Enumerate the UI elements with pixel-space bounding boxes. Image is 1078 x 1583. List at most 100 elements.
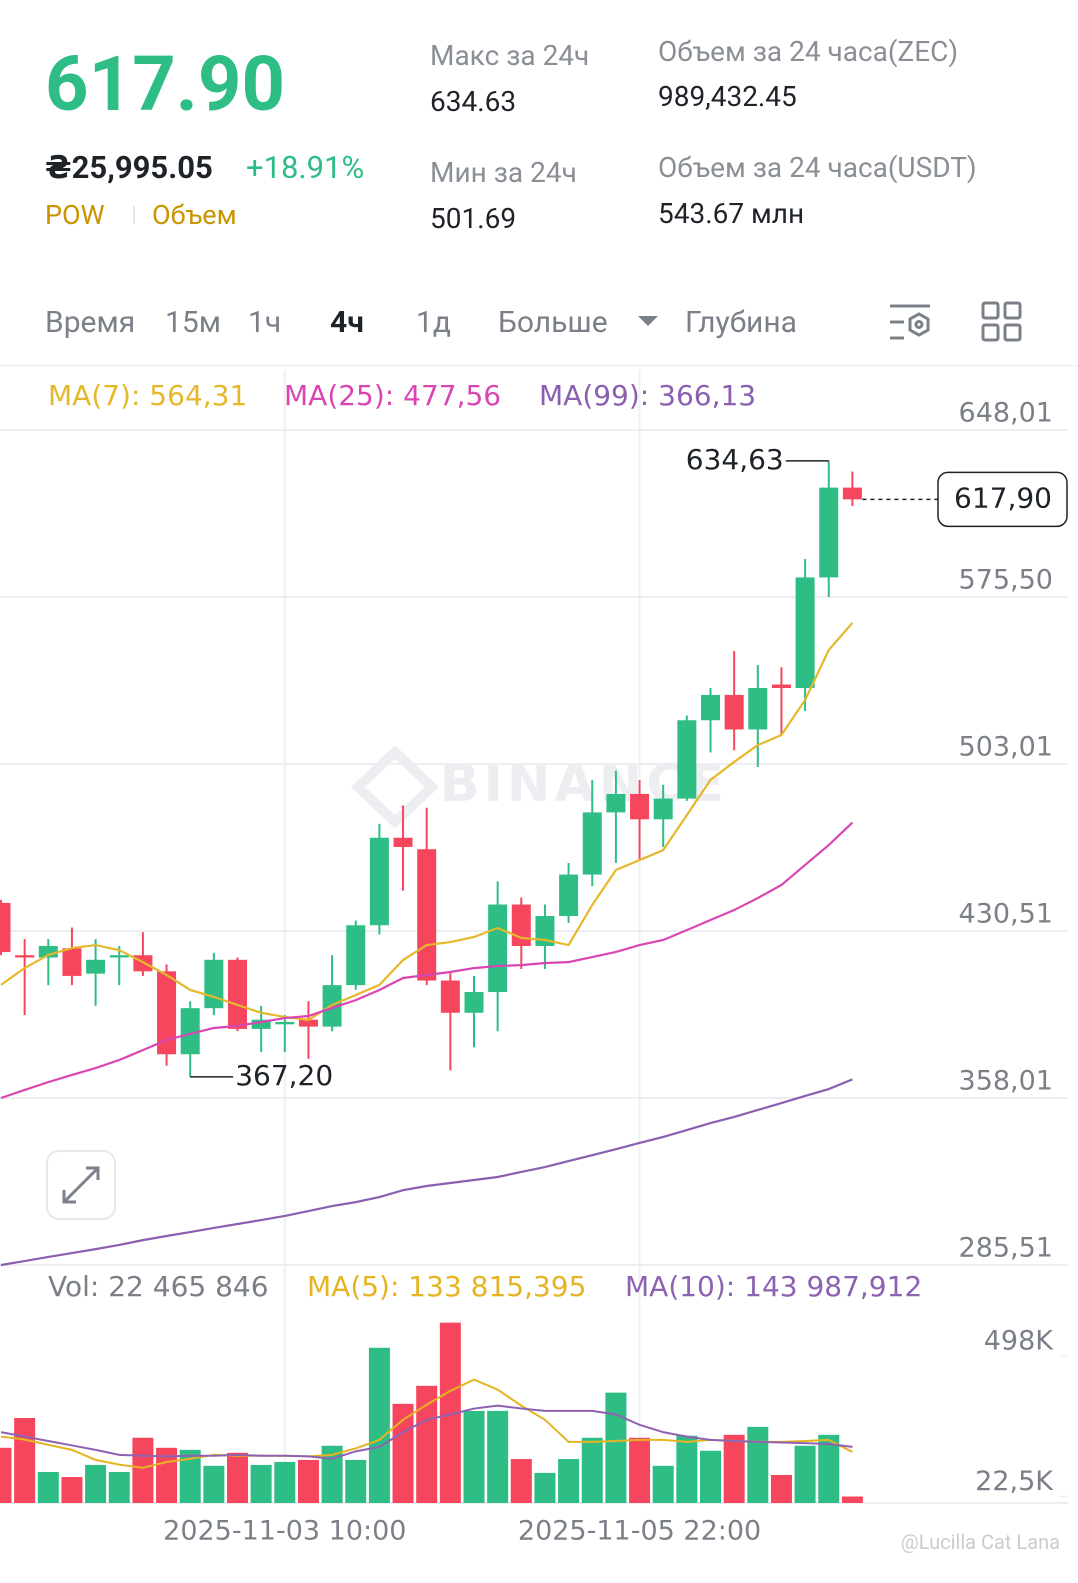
volume-title: Vol: 22 465 846 — [48, 1270, 269, 1303]
last-price: 617.90 — [45, 39, 286, 129]
stat-label: Макс за 24ч — [430, 39, 590, 72]
annotation-label: 634,63 — [686, 443, 784, 476]
y-tick-label: 285,51 — [959, 1232, 1053, 1263]
volume-bar — [250, 1464, 272, 1503]
candle-body — [204, 959, 224, 1009]
volume-bar — [605, 1392, 627, 1503]
volume-bar — [487, 1410, 509, 1503]
stat-label: Объем за 24 часа(USDT) — [658, 151, 977, 184]
stat-label: Мин за 24ч — [430, 156, 577, 189]
tab[interactable]: 1ч — [248, 305, 282, 340]
y-tick-label: 503,01 — [959, 731, 1053, 762]
y-tick-label: 648,01 — [959, 398, 1053, 429]
volume-bar — [770, 1474, 792, 1503]
candle-body — [819, 487, 839, 578]
candle-body — [771, 684, 791, 689]
candle-body — [724, 694, 744, 730]
volume-bar — [37, 1472, 59, 1503]
tab[interactable]: 4ч — [330, 305, 364, 340]
candle-body — [62, 948, 82, 976]
candle-body — [369, 837, 389, 926]
candle-body — [464, 992, 484, 1013]
candle-body — [795, 577, 815, 689]
layout-icon[interactable] — [980, 300, 1024, 344]
tag[interactable]: POW — [45, 199, 105, 231]
legend-entry: MA(25): 477,56 — [284, 379, 501, 412]
ma-line — [0, 821, 854, 1100]
y-tick-label: 430,51 — [959, 898, 1053, 929]
candle-body — [38, 945, 58, 958]
y-tick-label: 498K — [984, 1326, 1055, 1357]
candle-body — [15, 955, 35, 958]
volume-ma-line — [0, 1404, 853, 1460]
candle-body — [157, 971, 177, 1055]
volume-bar — [629, 1437, 651, 1503]
price-change: +18.91% — [246, 149, 365, 186]
volume-bar — [227, 1452, 248, 1503]
separator — [133, 206, 135, 224]
candle-body — [180, 1008, 200, 1055]
tab[interactable]: Больше — [498, 305, 608, 340]
candle-body — [228, 959, 247, 1029]
tab[interactable]: Время — [45, 305, 136, 340]
volume-bar — [439, 1322, 461, 1503]
volume-bar — [700, 1450, 721, 1503]
legend-entry: MA(99): 366,13 — [539, 379, 756, 412]
volume-bar — [85, 1464, 107, 1503]
volume-bar — [558, 1459, 580, 1503]
volume-bar — [652, 1465, 674, 1503]
volume-bar — [368, 1347, 390, 1503]
volume-bar — [723, 1434, 745, 1503]
tab[interactable]: Глубина — [685, 305, 797, 340]
stat-value: 989,432.45 — [658, 80, 797, 113]
divider — [0, 365, 1078, 366]
legend-entry: MA(10): 143 987,912 — [625, 1270, 922, 1303]
candle-body — [86, 959, 106, 974]
candle-body — [440, 980, 460, 1013]
volume-bar — [0, 1447, 12, 1503]
candle-body — [677, 720, 697, 799]
volume-bar — [747, 1426, 769, 1503]
volume-bar — [179, 1449, 201, 1503]
volume-bar — [818, 1434, 840, 1503]
candle-body — [346, 925, 366, 986]
tab[interactable]: 15м — [165, 305, 221, 340]
volume-bar — [534, 1472, 556, 1503]
candle-body — [748, 688, 768, 730]
tag[interactable]: Объем — [152, 199, 237, 231]
annotation-label: 367,20 — [235, 1059, 333, 1092]
stat-value: 634.63 — [430, 85, 517, 118]
volume-bar — [581, 1437, 603, 1503]
expand-button[interactable] — [46, 1150, 116, 1220]
legend-entry: MA(5): 133 815,395 — [307, 1270, 586, 1303]
settings-icon[interactable] — [886, 300, 934, 344]
volume-bar — [794, 1445, 816, 1503]
stat-value: 543.67 млн — [658, 197, 805, 230]
last-price-box — [937, 471, 1068, 528]
volume-bar — [274, 1461, 296, 1503]
candle-body — [653, 798, 673, 820]
candle-body — [511, 904, 531, 946]
candle-body — [630, 793, 650, 820]
candle-body — [0, 902, 11, 952]
volume-bar — [676, 1435, 698, 1503]
candle-body — [298, 1019, 318, 1027]
watermark-logo — [350, 745, 440, 829]
volume-bar — [297, 1459, 319, 1503]
candle-body — [275, 1021, 295, 1025]
candle-body — [842, 487, 862, 500]
volume-bar — [841, 1496, 863, 1503]
candle-body — [582, 812, 602, 875]
candle-body — [109, 955, 129, 958]
dropdown-arrow — [638, 316, 658, 326]
volume-bar — [108, 1472, 130, 1503]
volume-bar — [510, 1459, 532, 1503]
x-tick-label: 2025-11-03 10:00 — [163, 1516, 406, 1547]
volume-bar — [345, 1459, 367, 1503]
stat-value: 501.69 — [430, 202, 517, 235]
y-tick-label: 575,50 — [959, 565, 1053, 596]
candle-body — [417, 849, 437, 981]
ma-line — [0, 622, 854, 1022]
tab[interactable]: 1д — [416, 305, 451, 340]
